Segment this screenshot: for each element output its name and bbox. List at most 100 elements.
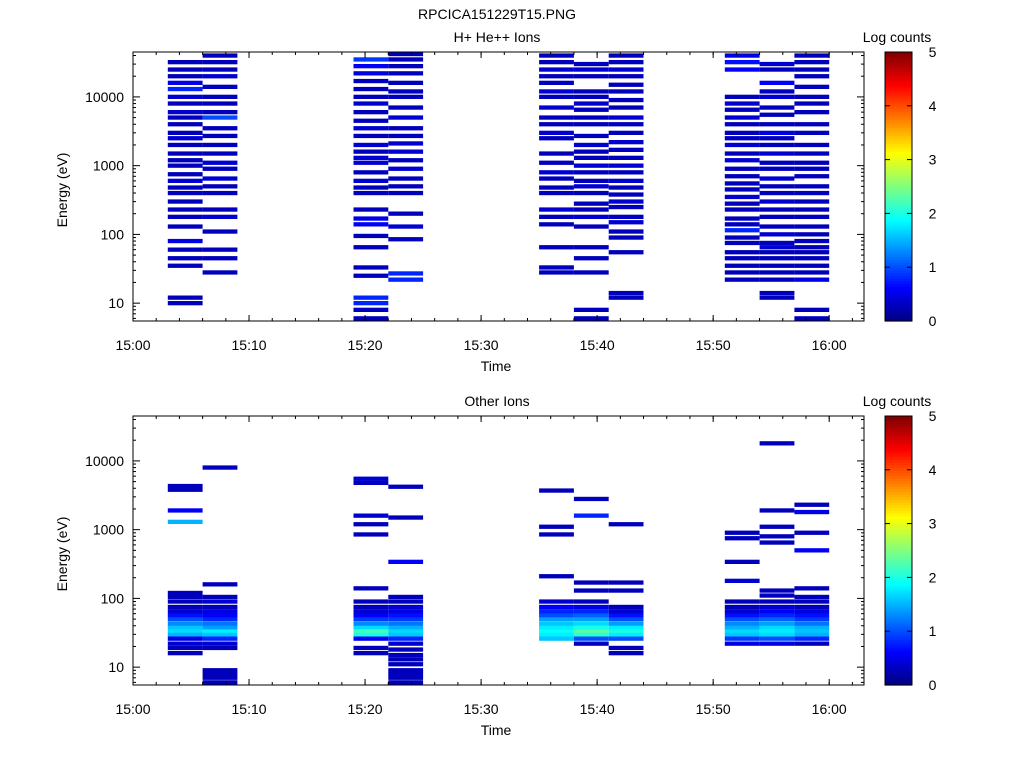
spectrogram-cell — [353, 170, 389, 175]
spectrogram-cell — [608, 250, 644, 255]
spectrogram-cell — [573, 207, 609, 212]
spectrogram-cell — [388, 484, 424, 489]
colorbar-segment — [885, 663, 912, 667]
spectrogram-cell — [388, 158, 424, 163]
spectrogram-cell — [202, 74, 238, 79]
spectrogram-cell — [388, 604, 424, 610]
spectrogram-cell — [167, 130, 203, 135]
colorbar-segment — [885, 566, 912, 570]
colorbar-segment — [885, 197, 912, 201]
spectrogram-cell — [794, 174, 830, 179]
spectrogram-cell — [353, 207, 389, 212]
spectrogram-cell — [724, 67, 760, 72]
spectrogram-cell — [388, 671, 424, 676]
colorbar-segment — [885, 496, 912, 500]
x-tick-label: 15:10 — [232, 701, 267, 717]
spectrogram-cell — [724, 130, 760, 135]
y-tick-label: 1000 — [93, 158, 124, 174]
y-axis-label: Energy (eV) — [54, 517, 70, 592]
spectrogram-cell — [573, 307, 609, 312]
spectrogram-cell — [388, 609, 424, 614]
spectrogram-cell — [353, 86, 389, 92]
spectrogram-cell — [539, 115, 574, 120]
spectrogram-cell — [353, 316, 389, 321]
spectrogram-cell — [353, 651, 389, 656]
spectrogram-cell — [794, 636, 830, 641]
spectrogram-cell — [167, 110, 203, 115]
spectrogram-cell — [167, 199, 203, 204]
colorbar-segment — [885, 296, 912, 301]
colorbar-segment — [885, 520, 912, 525]
spectrogram-cell — [794, 621, 830, 626]
colorbar-segment — [885, 421, 912, 425]
colorbar-segment — [885, 283, 912, 287]
spectrogram-cell — [608, 645, 644, 651]
spectrogram-cell — [353, 160, 389, 165]
spectrogram-cell — [353, 513, 389, 518]
colorbar-segment — [885, 671, 912, 675]
spectrogram-cell — [724, 107, 760, 112]
spectrogram-cell — [167, 207, 203, 212]
spectrogram-cell — [794, 616, 830, 622]
spectrogram-cell — [794, 160, 830, 165]
spectrogram-cell — [167, 594, 203, 600]
spectrogram-cell — [759, 240, 795, 246]
colorbar-segment — [885, 547, 912, 552]
spectrogram-cell — [759, 207, 795, 212]
spectrogram-cell — [202, 256, 238, 261]
spectrogram-cell — [167, 519, 203, 524]
colorbar-segment — [885, 224, 912, 228]
colorbar-segment — [885, 418, 912, 422]
colorbar-segment — [885, 68, 912, 72]
colorbar-segment — [885, 590, 912, 595]
colorbar-segment — [885, 620, 912, 624]
colorbar-segment — [885, 189, 912, 193]
y-tick-label: 10000 — [85, 453, 124, 469]
colorbar-segment — [885, 299, 912, 303]
spectrogram-cell — [353, 613, 389, 618]
spectrogram-cell — [539, 53, 574, 58]
spectrogram-cell — [759, 621, 795, 626]
y-tick-label: 10000 — [85, 89, 124, 105]
spectrogram-cell — [202, 126, 238, 131]
spectrogram-cell — [724, 122, 760, 127]
colorbar-segment — [885, 606, 912, 611]
y-tick-label: 100 — [101, 590, 125, 606]
spectrogram-cell — [167, 609, 203, 614]
spectrogram-cell — [573, 496, 609, 502]
spectrogram-cell — [353, 133, 389, 139]
spectrogram-cell — [608, 115, 644, 120]
spectrogram-cell — [202, 636, 238, 641]
spectrogram-cell — [388, 515, 424, 520]
colorbar-segment — [885, 572, 912, 576]
x-tick-label: 15:00 — [115, 701, 150, 717]
spectrogram-cell — [724, 609, 760, 614]
spectrogram-cell — [202, 616, 238, 622]
spectrogram-cell — [353, 645, 389, 651]
spectrogram-cell — [724, 578, 760, 583]
colorbar-segment — [885, 609, 912, 613]
spectrogram-cell — [202, 229, 238, 234]
spectrogram-cell — [724, 201, 760, 206]
colorbar-segment — [885, 234, 912, 239]
colorbar-segment — [885, 531, 912, 535]
colorbar-tick-label: 3 — [929, 516, 937, 532]
spectrogram-cell — [167, 151, 203, 156]
spectrogram-cell — [353, 245, 389, 250]
colorbar-segment — [885, 499, 912, 503]
spectrogram-cell — [167, 645, 203, 651]
spectrogram-cell — [539, 136, 574, 141]
spectrogram-cell — [608, 74, 644, 79]
colorbar: 0 1 2 3 4 5 — [884, 408, 937, 693]
spectrogram-cell — [539, 214, 574, 219]
colorbar-segment — [885, 280, 912, 284]
colorbar-segment — [885, 105, 912, 110]
spectrogram-cell — [724, 166, 760, 171]
spectrogram-cell — [539, 176, 574, 181]
y-tick-label: 1000 — [93, 522, 124, 538]
spectrogram-cell — [202, 67, 238, 72]
colorbar-segment — [885, 456, 912, 460]
spectrogram-cell — [608, 204, 644, 210]
spectrogram-cell — [353, 307, 389, 312]
colorbar-segment — [885, 596, 912, 600]
